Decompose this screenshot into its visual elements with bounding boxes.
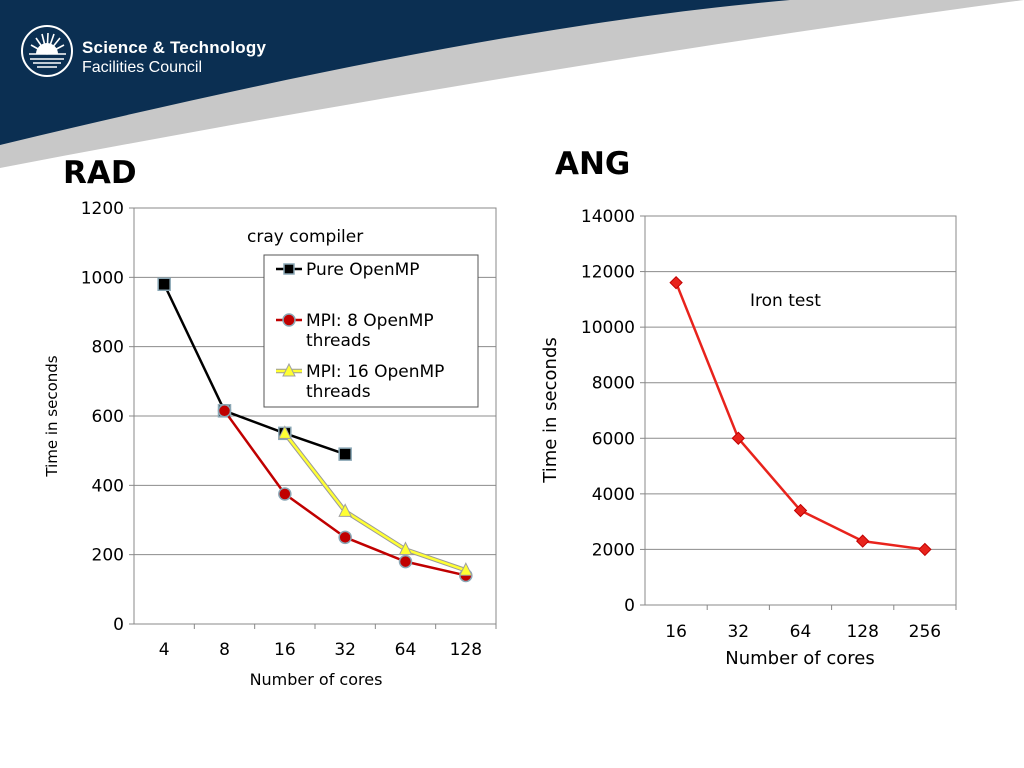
sunburst-logo-icon	[21, 25, 73, 77]
rad-series-mpi-8-openmp-threads	[217, 404, 473, 583]
rad-legend: Pure OpenMP MPI: 8 OpenMP threads MPI: 16 O…	[263, 254, 479, 408]
rad-data-point	[217, 404, 232, 418]
rad-data-point	[278, 487, 292, 501]
rad-y-tick-label: 400	[92, 476, 124, 496]
ang-data-point	[793, 503, 808, 518]
ang-x-tick-label: 256	[909, 622, 941, 642]
rad-series-line	[163, 283, 346, 456]
organization-name-line2: Facilities Council	[82, 59, 203, 76]
rad-y-tick-label: 0	[113, 615, 124, 635]
rad-y-tick-label: 200	[92, 546, 124, 566]
rad-x-tick-label: 8	[219, 640, 230, 660]
rad-chart: 0 200 400 600 800 1000 1200 4 8 16 32 64 128 cray c…	[43, 199, 497, 689]
rad-y-tick-label: 800	[92, 338, 124, 358]
rad-y-tick-label: 600	[92, 407, 124, 427]
rad-legend-label: MPI: 8 OpenMP threads	[306, 311, 434, 351]
rad-data-point	[398, 541, 413, 555]
rad-data-point	[157, 277, 171, 292]
ang-y-tick-label: 4000	[592, 485, 635, 505]
ang-x-axis-label: Number of cores	[725, 648, 874, 669]
organization-name: Science & Technology Facilities Council	[82, 38, 266, 77]
rad-annotation: cray compiler	[247, 227, 363, 247]
ang-series-series-0	[669, 275, 932, 557]
rad-data-point	[398, 554, 413, 569]
ang-data-point	[855, 534, 870, 548]
rad-series-line	[223, 410, 467, 577]
rad-x-axis-label: Number of cores	[250, 670, 383, 689]
ang-section-title: ANG	[555, 146, 631, 182]
rad-series-mpi-16-openmp-threads	[278, 425, 473, 576]
ang-x-tick-label: 128	[846, 622, 878, 642]
ang-x-tick-label: 16	[665, 622, 687, 642]
organization-name-line1: Science & Technology	[82, 38, 267, 57]
rad-legend-label: MPI: 16 OpenMP threads	[306, 362, 444, 402]
ang-data-point	[918, 542, 932, 557]
ang-y-tick-label: 6000	[592, 429, 635, 449]
ang-x-tick-label: 32	[727, 622, 749, 642]
rad-y-tick-label: 1200	[81, 199, 124, 219]
ang-data-point	[731, 431, 746, 445]
rad-data-point	[278, 425, 292, 439]
rad-data-point	[338, 503, 352, 517]
rad-x-tick-label: 16	[274, 640, 296, 660]
rad-data-point	[338, 530, 352, 545]
ang-data-point	[669, 275, 683, 290]
rad-series-line	[283, 432, 467, 572]
ang-chart: 0 2000 4000 6000 8000 10000 12000 14000 16 32 64 1…	[540, 207, 957, 669]
rad-data-point	[338, 447, 352, 461]
ang-y-tick-label: 8000	[592, 374, 635, 394]
rad-x-tick-label: 64	[395, 640, 417, 660]
ang-y-tick-label: 12000	[581, 263, 635, 283]
ang-y-tick-label: 14000	[581, 207, 635, 227]
rad-legend-marker	[282, 313, 296, 327]
header-banner	[0, 0, 1024, 168]
rad-legend-marker	[282, 362, 296, 377]
rad-x-tick-label: 4	[159, 640, 170, 660]
rad-y-tick-label: 1000	[81, 268, 124, 288]
rad-y-axis-label: Time in seconds	[43, 355, 61, 477]
rad-legend-marker	[283, 263, 295, 275]
rad-x-tick-label: 32	[334, 640, 356, 660]
ang-plot-area	[644, 215, 957, 606]
rad-section-title: RAD	[63, 155, 137, 191]
ang-x-tick-label: 64	[790, 622, 812, 642]
ang-annotation: Iron test	[750, 291, 821, 311]
ang-y-tick-label: 2000	[592, 540, 635, 560]
rad-x-tick-label: 128	[450, 640, 482, 660]
rad-legend-label: Pure OpenMP	[306, 260, 420, 280]
ang-y-axis-label: Time in seconds	[540, 337, 561, 483]
ang-y-tick-label: 10000	[581, 318, 635, 338]
ang-y-tick-label: 0	[624, 596, 635, 616]
rad-data-point	[459, 562, 473, 576]
